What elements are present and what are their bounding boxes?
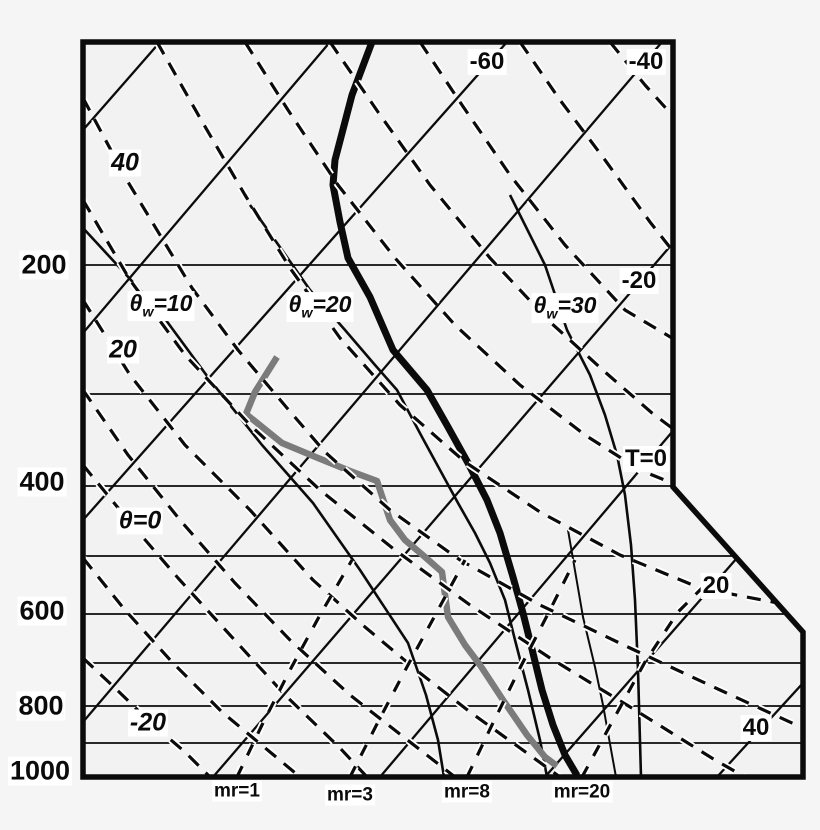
- label-p600: 600: [17, 595, 67, 626]
- label-thetaw-10: θw=10: [127, 290, 195, 321]
- isotherm-line: [83, 42, 663, 723]
- label-mr-20: mr=20: [551, 781, 613, 803]
- label-thetaw-30: θw=30: [531, 292, 599, 323]
- label-p200: 200: [19, 249, 69, 280]
- thin-solid-curve: [567, 529, 617, 777]
- dry-adiabat-dashed: [608, 42, 674, 117]
- label-mr-3: mr=3: [325, 784, 375, 806]
- label-t-minus60: -60: [467, 48, 507, 75]
- dry-adiabat-dashed: [83, 299, 561, 777]
- isotherm-line: [212, 242, 674, 777]
- dry-adiabat-dashed: [83, 199, 746, 777]
- dry-adiabat-dashed: [328, 42, 673, 430]
- mixing-ratio-dashed: [580, 583, 707, 777]
- label-theta-0: θ=0: [116, 506, 164, 535]
- dry-adiabat-dashed: [518, 42, 674, 251]
- label-mr-8: mr=8: [442, 781, 492, 803]
- isotherm-line: [83, 42, 161, 131]
- label-t-40: 40: [740, 714, 772, 741]
- label-theta-40: 40: [109, 148, 141, 177]
- dry-adiabat-dashed: [83, 556, 302, 777]
- dewpoint-profile: [242, 355, 559, 769]
- label-mr-1: mr=1: [212, 780, 262, 802]
- isotherm-line: [83, 42, 331, 334]
- dry-adiabat-dashed: [155, 42, 779, 605]
- mixing-ratio-dashed: [235, 559, 354, 777]
- dry-adiabat-dashed: [83, 97, 803, 730]
- temperature-profile: [329, 42, 582, 777]
- label-t-zero: T=0: [622, 445, 670, 472]
- mixing-ratio-dashed: [348, 559, 467, 777]
- dry-adiabat-dashed: [418, 42, 673, 340]
- plot-area: [83, 42, 803, 777]
- label-theta-20: 20: [107, 335, 139, 364]
- label-p800: 800: [16, 690, 66, 721]
- mixing-ratio-dashed: [465, 559, 577, 777]
- dry-adiabat-dashed: [83, 656, 212, 777]
- diagram-border: [80, 39, 806, 780]
- dry-adiabat-dashed: [83, 463, 369, 777]
- label-p1000: 1000: [7, 755, 73, 786]
- label-t-20: 20: [700, 572, 732, 599]
- label-theta-minus20: -20: [127, 708, 169, 737]
- label-p400: 400: [17, 466, 67, 497]
- label-thetaw-20: θw=20: [286, 291, 354, 322]
- label-t-minus40: -40: [626, 48, 666, 75]
- label-t-minus20: -20: [619, 267, 659, 294]
